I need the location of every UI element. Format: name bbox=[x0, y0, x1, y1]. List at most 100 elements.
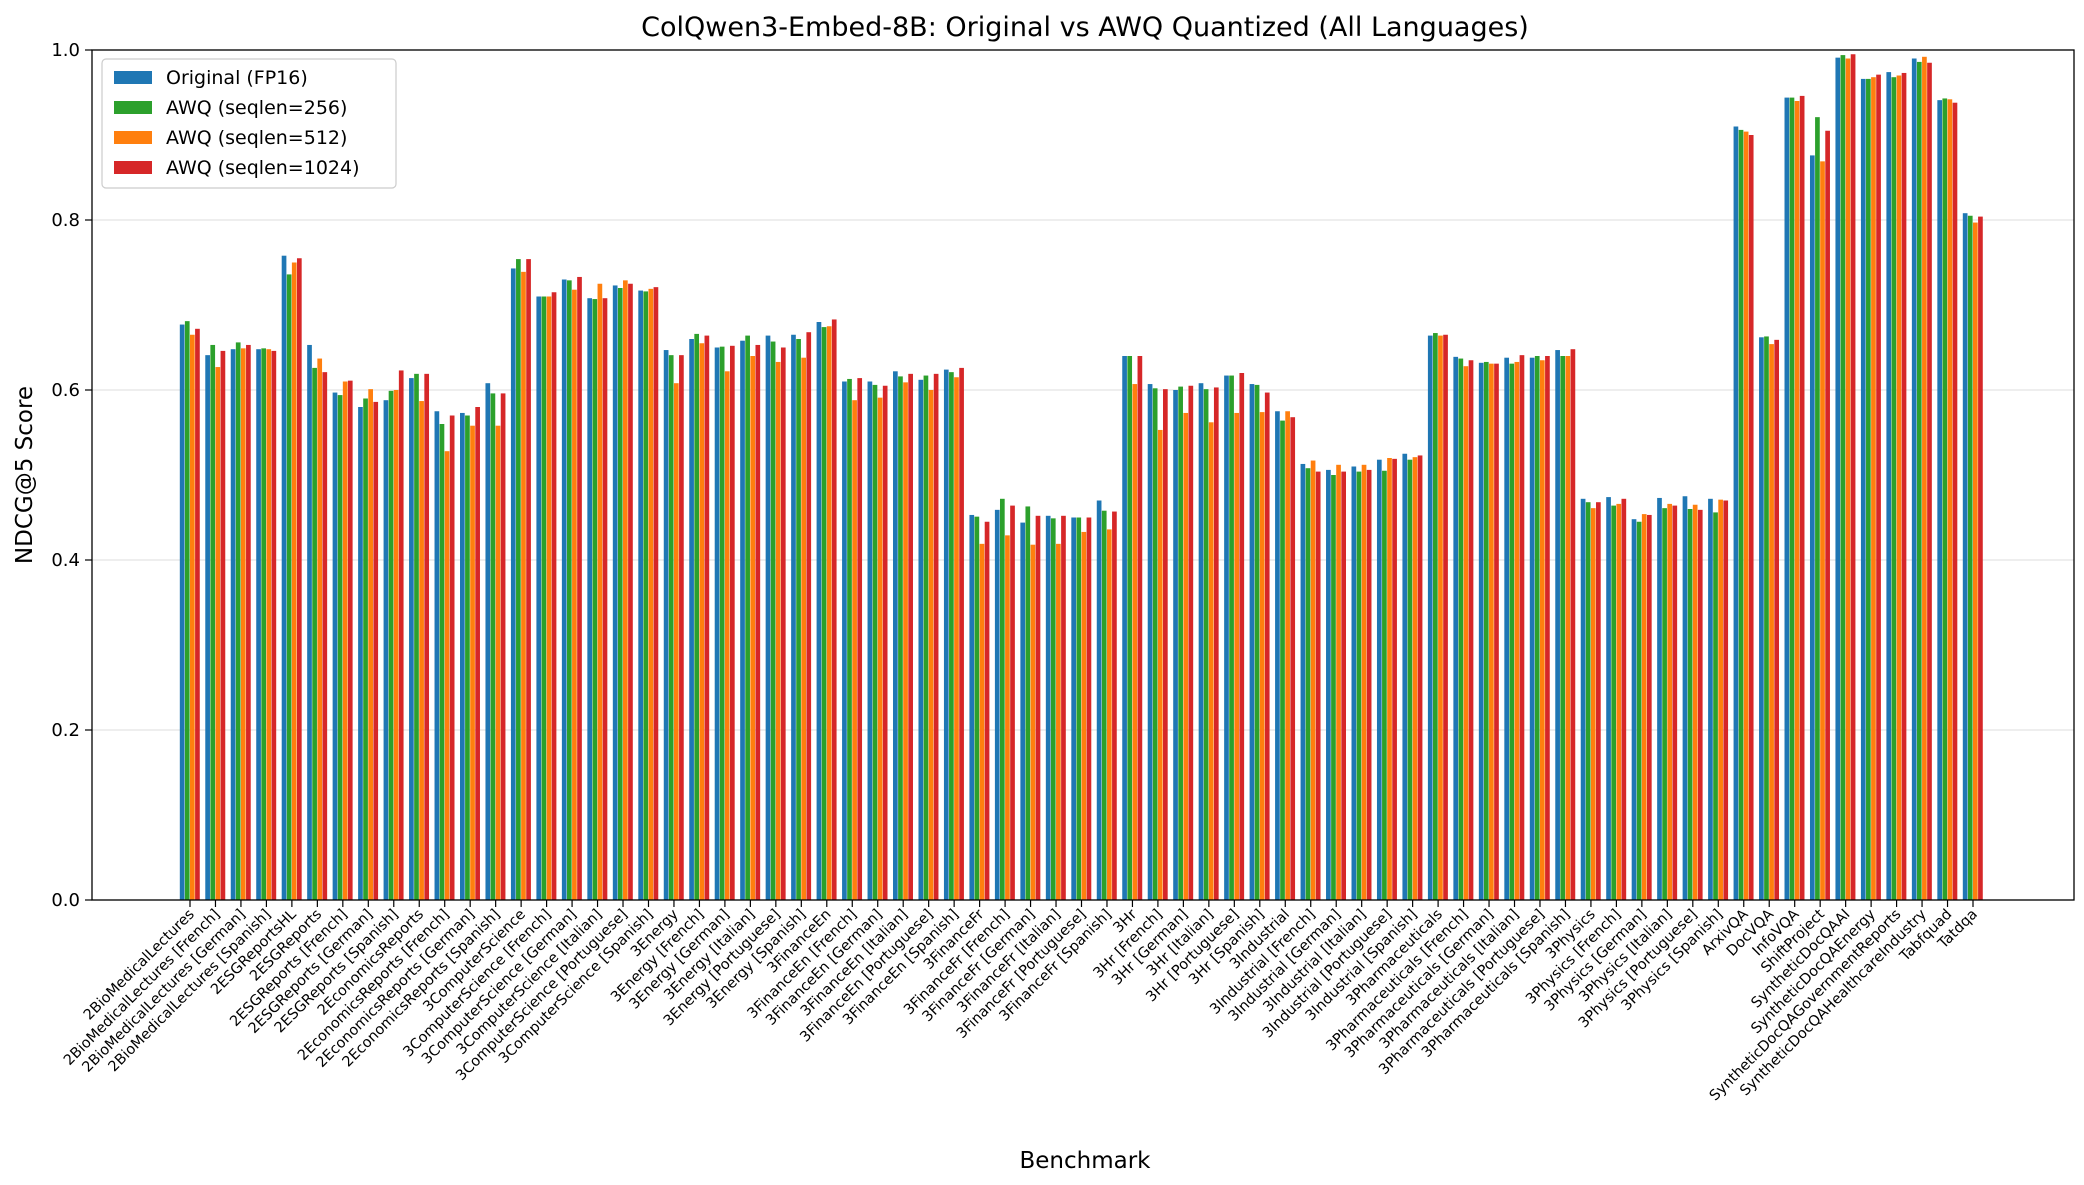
bar bbox=[195, 328, 200, 900]
bar bbox=[1748, 135, 1754, 900]
bar bbox=[1300, 463, 1306, 900]
bar bbox=[1616, 503, 1622, 900]
bar bbox=[546, 296, 552, 900]
bar bbox=[750, 356, 756, 900]
bar bbox=[1927, 62, 1932, 900]
bar bbox=[1173, 390, 1178, 900]
bar bbox=[1769, 344, 1774, 901]
bar bbox=[806, 332, 812, 900]
bar bbox=[780, 347, 786, 900]
bar bbox=[1305, 468, 1311, 900]
bar bbox=[612, 285, 618, 900]
legend-swatch bbox=[114, 71, 152, 84]
bar bbox=[602, 298, 608, 900]
bar bbox=[1789, 97, 1795, 901]
bar bbox=[959, 367, 964, 900]
legend-entry: AWQ (seqlen=512) bbox=[166, 127, 347, 149]
bar bbox=[439, 424, 445, 900]
bar bbox=[1759, 337, 1764, 900]
bar bbox=[1427, 335, 1433, 901]
bar bbox=[694, 333, 700, 900]
bar bbox=[1539, 360, 1545, 900]
bar bbox=[296, 258, 302, 900]
bar bbox=[1157, 429, 1163, 900]
bar bbox=[449, 415, 455, 900]
bar bbox=[1774, 339, 1780, 901]
bar bbox=[949, 372, 954, 900]
bar bbox=[1743, 131, 1749, 901]
bar bbox=[490, 393, 496, 900]
bar bbox=[1723, 500, 1729, 900]
bar bbox=[1112, 511, 1117, 900]
bar bbox=[1086, 517, 1092, 900]
bar bbox=[699, 343, 705, 900]
bar bbox=[1331, 475, 1336, 900]
bar bbox=[1519, 355, 1525, 900]
bar bbox=[1096, 500, 1102, 900]
bar bbox=[460, 412, 465, 900]
bar bbox=[928, 390, 934, 900]
bar bbox=[1005, 535, 1010, 900]
bar bbox=[714, 347, 720, 900]
bar bbox=[1713, 512, 1718, 900]
bar bbox=[1657, 497, 1662, 900]
y-tick-label: 0.6 bbox=[51, 380, 80, 401]
bar bbox=[286, 274, 292, 900]
bar bbox=[1392, 458, 1397, 900]
bar bbox=[1794, 101, 1800, 900]
bar bbox=[215, 367, 221, 900]
y-tick-label: 0.4 bbox=[51, 550, 80, 571]
bar bbox=[653, 287, 659, 900]
bar bbox=[220, 350, 226, 900]
bar bbox=[510, 268, 516, 900]
bar bbox=[1020, 522, 1026, 900]
legend-swatch bbox=[114, 161, 152, 174]
bar bbox=[1137, 356, 1143, 900]
bar bbox=[648, 288, 654, 901]
bar bbox=[1764, 336, 1769, 900]
bar bbox=[1122, 356, 1127, 900]
bar bbox=[979, 543, 985, 900]
bar bbox=[623, 280, 628, 901]
bar bbox=[719, 346, 725, 900]
bar bbox=[1050, 518, 1056, 900]
bar bbox=[1336, 464, 1341, 900]
legend-entry: Original (FP16) bbox=[166, 67, 308, 89]
bar bbox=[1361, 464, 1367, 900]
bar bbox=[1708, 498, 1713, 900]
bar bbox=[230, 349, 236, 900]
bar bbox=[322, 372, 328, 900]
bar bbox=[1636, 521, 1642, 900]
bar bbox=[689, 339, 694, 900]
bar bbox=[1916, 61, 1922, 900]
bar bbox=[1483, 361, 1489, 900]
bar bbox=[1356, 471, 1362, 900]
bar bbox=[775, 361, 781, 900]
bar bbox=[1045, 515, 1051, 900]
y-axis-ticks: 0.0 0.2 0.4 0.6 0.8 1.0 bbox=[51, 40, 92, 911]
bar bbox=[1978, 216, 1983, 901]
bar bbox=[1315, 471, 1321, 900]
bar bbox=[1213, 387, 1219, 900]
bar bbox=[312, 367, 317, 900]
bar bbox=[1132, 384, 1138, 900]
bar bbox=[1621, 498, 1627, 900]
bar bbox=[1025, 506, 1031, 900]
bar bbox=[1611, 505, 1616, 900]
bar bbox=[857, 378, 863, 901]
bar bbox=[638, 290, 643, 900]
bar bbox=[541, 296, 547, 900]
bar bbox=[1596, 502, 1601, 900]
bar bbox=[1565, 356, 1571, 900]
bar bbox=[877, 397, 883, 900]
bar bbox=[1203, 389, 1209, 900]
bar bbox=[342, 381, 348, 900]
bar bbox=[1224, 375, 1229, 900]
bar bbox=[1443, 334, 1448, 900]
bar bbox=[1010, 505, 1015, 900]
bar bbox=[597, 283, 603, 900]
chart-title: ColQwen3-Embed-8B: Original vs AWQ Quant… bbox=[641, 12, 1529, 43]
bar bbox=[816, 322, 822, 900]
bar bbox=[898, 376, 903, 900]
